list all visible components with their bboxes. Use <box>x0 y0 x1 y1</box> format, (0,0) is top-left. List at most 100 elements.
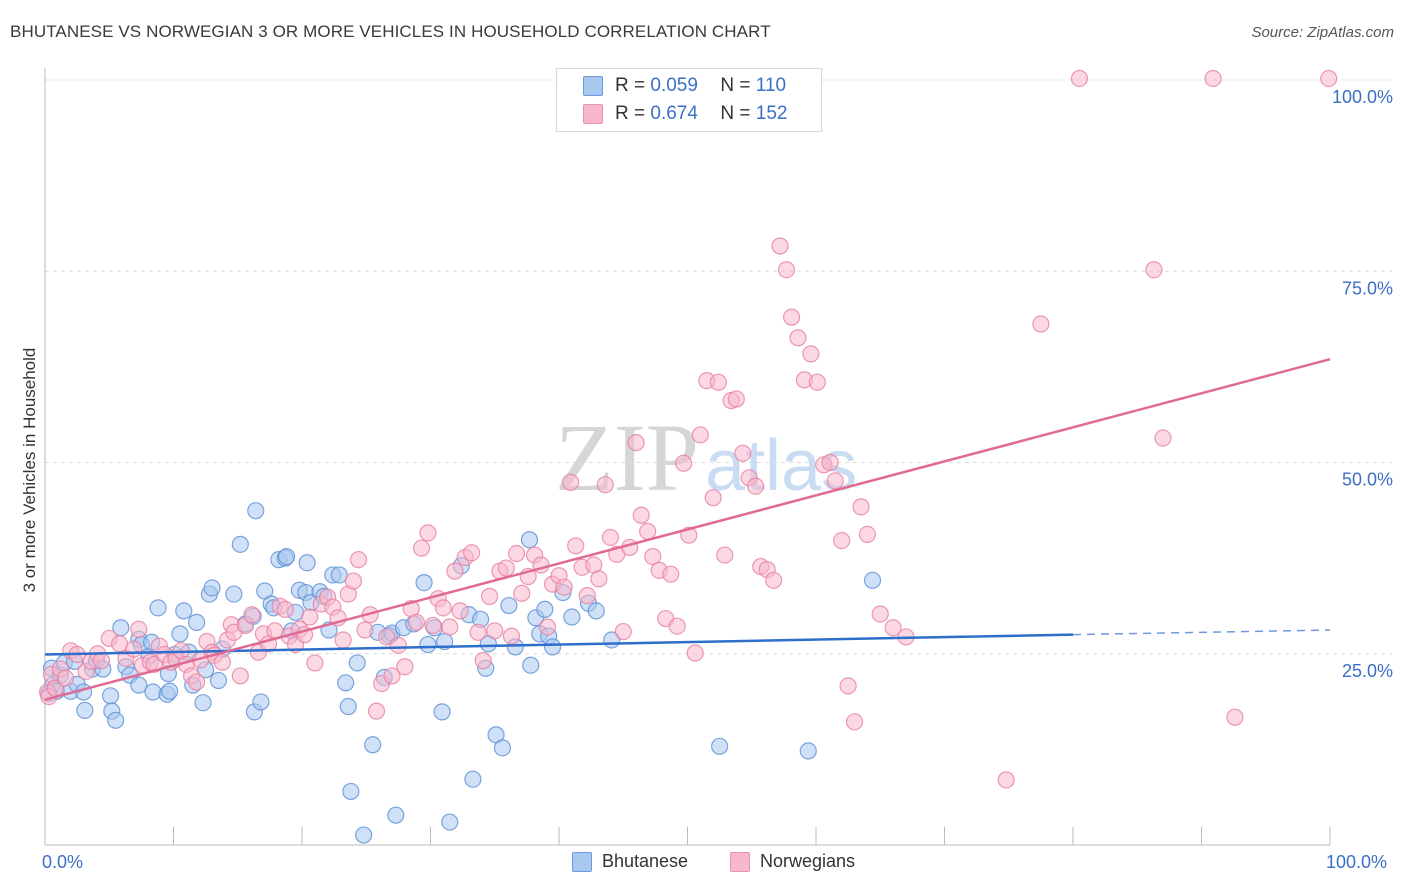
data-point <box>175 602 193 620</box>
data-point <box>412 539 431 557</box>
data-point <box>349 551 368 569</box>
data-point <box>497 559 515 577</box>
data-point <box>863 571 882 589</box>
data-point <box>213 653 231 671</box>
data-point <box>716 546 734 564</box>
y-tick-label: 100.0% <box>1332 87 1393 107</box>
data-point <box>1070 69 1089 88</box>
legend-label-norwegians: Norwegians <box>760 851 856 871</box>
data-point <box>734 444 752 462</box>
data-point <box>821 453 839 472</box>
r-value: 0.674 <box>650 103 698 124</box>
data-point <box>130 620 148 638</box>
data-point <box>194 694 212 712</box>
data-point <box>209 671 228 690</box>
data-point <box>144 683 162 701</box>
data-point <box>507 544 526 563</box>
data-point <box>561 473 580 491</box>
data-point <box>276 600 294 618</box>
data-point <box>464 770 482 788</box>
legend-label-bhutanese: Bhutanese <box>602 851 689 871</box>
data-point <box>433 703 451 721</box>
data-point <box>789 329 807 347</box>
data-point <box>231 535 249 553</box>
data-point <box>567 537 585 555</box>
data-point <box>130 676 148 694</box>
data-point <box>782 308 801 326</box>
watermark-zip: ZIP <box>555 404 699 511</box>
data-point <box>1154 429 1172 447</box>
data-point <box>639 522 657 540</box>
data-point <box>389 636 407 654</box>
grid-lines <box>45 79 1392 655</box>
data-point <box>884 619 902 637</box>
data-point <box>396 658 414 676</box>
trend-line-bhutanese <box>44 633 1074 656</box>
data-point <box>247 502 265 520</box>
data-point <box>520 531 539 549</box>
data-point <box>704 489 722 507</box>
data-point <box>543 638 562 656</box>
data-point <box>125 640 143 658</box>
data-point <box>493 739 512 757</box>
data-point <box>424 616 442 635</box>
data-point <box>596 476 614 494</box>
data-point <box>833 531 851 550</box>
data-point <box>555 578 573 596</box>
data-point <box>451 602 469 620</box>
data-point <box>858 525 877 544</box>
data-point <box>76 701 94 719</box>
data-point <box>590 570 608 588</box>
data-point <box>771 237 789 255</box>
data-point <box>419 524 437 542</box>
data-point <box>203 579 221 597</box>
data-point <box>563 608 581 626</box>
legend-swatch-bhutanese <box>572 851 592 872</box>
legend-swatch-norwegians <box>730 851 750 872</box>
data-point <box>662 565 680 583</box>
data-point <box>337 674 355 692</box>
data-point <box>334 631 352 649</box>
data-point <box>808 373 826 391</box>
r-label: R = <box>615 103 646 124</box>
data-point <box>225 585 243 603</box>
data-point <box>355 826 373 844</box>
data-point <box>578 587 596 605</box>
series-legend: Bhutanese Norwegians <box>0 851 1406 877</box>
trend-lines <box>44 358 1331 701</box>
n-label: N = <box>720 103 751 124</box>
data-point <box>188 673 206 691</box>
data-point <box>378 628 396 646</box>
data-point <box>92 652 111 670</box>
data-point <box>1204 69 1222 88</box>
data-point <box>344 572 362 590</box>
data-point <box>434 599 452 617</box>
data-point <box>711 737 729 755</box>
data-point <box>513 584 531 602</box>
legend-item-norwegians[interactable]: Norwegians <box>730 851 855 872</box>
data-point <box>441 813 459 831</box>
x-tick-max: 100.0% <box>1326 852 1388 872</box>
data-point <box>845 713 864 731</box>
data-point <box>644 547 662 566</box>
data-point <box>441 618 459 636</box>
data-point <box>587 602 605 620</box>
data-point <box>252 693 270 711</box>
y-tick-label: 75.0% <box>1342 278 1393 298</box>
data-point <box>298 554 316 572</box>
data-point <box>1320 69 1338 88</box>
source-label: Source: ZipAtlas.com <box>1251 24 1394 41</box>
n-value: 110 <box>755 75 787 96</box>
series-norwegians-points <box>38 69 1338 789</box>
data-point <box>686 644 704 662</box>
data-point <box>764 571 783 589</box>
data-point <box>691 426 709 444</box>
data-point <box>802 345 820 363</box>
data-point <box>852 498 870 516</box>
trend-line-norwegians <box>44 358 1331 701</box>
data-point <box>419 635 437 654</box>
data-point <box>243 606 261 624</box>
data-point <box>675 454 693 472</box>
legend-item-bhutanese[interactable]: Bhutanese <box>572 851 688 872</box>
